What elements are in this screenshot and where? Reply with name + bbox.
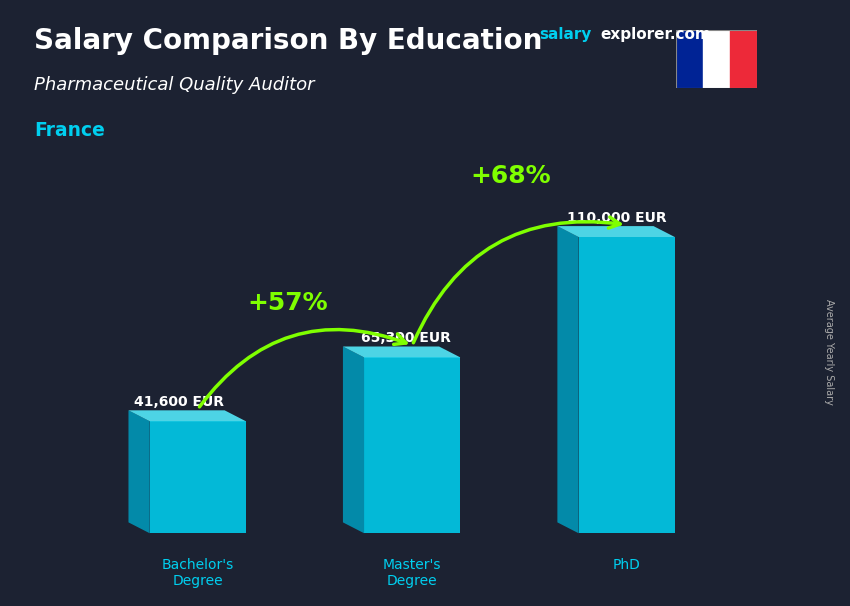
Text: 41,600 EUR: 41,600 EUR bbox=[134, 395, 224, 409]
Text: Bachelor's
Degree: Bachelor's Degree bbox=[162, 558, 234, 588]
Text: 110,000 EUR: 110,000 EUR bbox=[567, 211, 667, 225]
Text: Average Yearly Salary: Average Yearly Salary bbox=[824, 299, 834, 404]
Text: Master's
Degree: Master's Degree bbox=[383, 558, 441, 588]
Bar bbox=[703, 30, 729, 88]
Text: PhD: PhD bbox=[613, 558, 641, 571]
Text: 65,300 EUR: 65,300 EUR bbox=[361, 331, 451, 345]
Text: +57%: +57% bbox=[247, 291, 328, 315]
Text: Salary Comparison By Education: Salary Comparison By Education bbox=[34, 27, 542, 55]
Bar bbox=[729, 30, 756, 88]
Text: explorer.com: explorer.com bbox=[600, 27, 711, 42]
Text: +68%: +68% bbox=[471, 164, 552, 188]
Text: Pharmaceutical Quality Auditor: Pharmaceutical Quality Auditor bbox=[34, 76, 314, 94]
Text: salary: salary bbox=[540, 27, 592, 42]
Bar bbox=[676, 30, 703, 88]
Text: France: France bbox=[34, 121, 105, 140]
